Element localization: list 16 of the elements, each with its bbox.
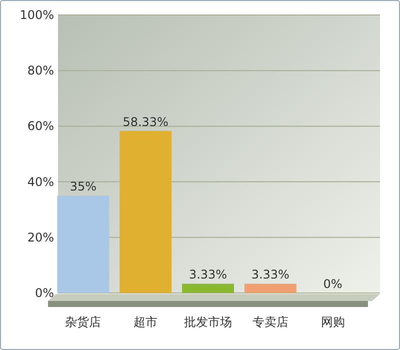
- y-tick-label: 40%: [27, 174, 54, 189]
- x-tick-label: 专卖店: [252, 315, 288, 329]
- data-label: 3.33%: [251, 268, 290, 282]
- data-label: 35%: [70, 180, 97, 194]
- data-label: 0%: [323, 277, 342, 291]
- x-tick-label: 网购: [320, 315, 345, 329]
- x-tick-label: 超市: [134, 315, 158, 329]
- x-tick-label: 杂货店: [65, 315, 102, 329]
- x-tick-label: 批发市场: [184, 315, 232, 329]
- data-label: 58.33%: [122, 114, 168, 129]
- data-label: 3.33%: [188, 268, 228, 282]
- y-tick-label: 80%: [27, 64, 54, 78]
- y-tick-label: 20%: [27, 230, 54, 244]
- y-tick-label: 0%: [34, 286, 54, 300]
- y-tick-label: 60%: [27, 119, 54, 134]
- y-tick-label: 100%: [20, 8, 54, 22]
